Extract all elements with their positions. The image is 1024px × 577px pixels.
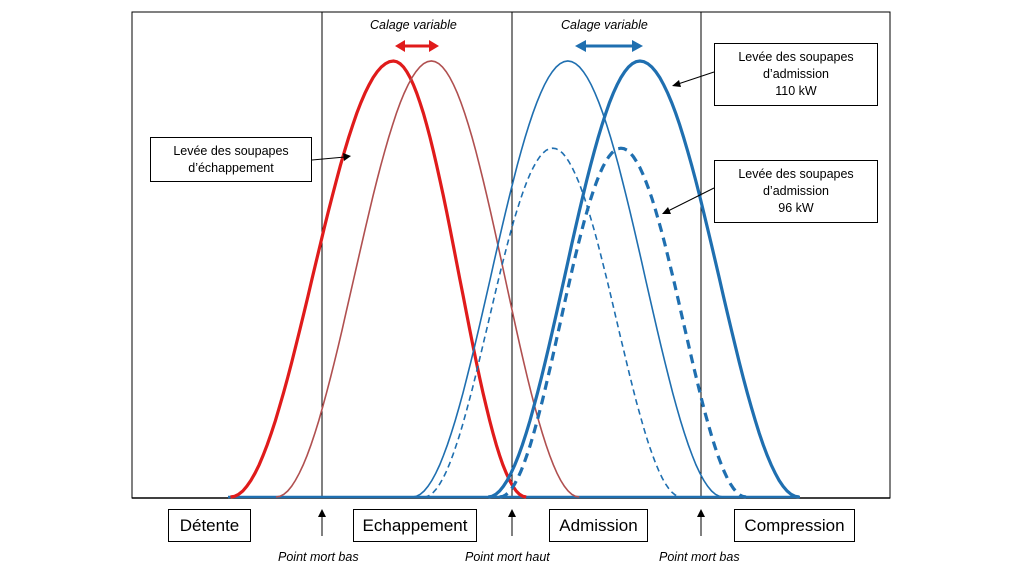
- arrow-pmb-1: [318, 509, 326, 536]
- curve-intake-96-thin: [423, 147, 682, 498]
- label-pmb-1: Point mort bas: [278, 550, 359, 564]
- curve-exhaust-bold: [230, 59, 527, 499]
- intake-96-line-1: Levée des soupapes: [738, 167, 854, 181]
- calage-label-right: Calage variable: [561, 18, 648, 32]
- phase-detente: Détente: [168, 509, 251, 542]
- curve-intake-96-bold: [499, 146, 747, 499]
- label-pmh: Point mort haut: [465, 550, 550, 564]
- intake-96-box: Levée des soupapes d’admission 96 kW: [714, 160, 878, 223]
- calage-label-left: Calage variable: [370, 18, 457, 32]
- arrow-pmb-2: [697, 509, 705, 536]
- phase-admission: Admission: [549, 509, 648, 542]
- curve-intake-thin: [412, 60, 724, 498]
- curve-intake-bold: [488, 59, 800, 499]
- lift-curves: [228, 59, 800, 499]
- intake-96-line-2: d’admission: [762, 184, 829, 198]
- phase-echappement: Echappement: [353, 509, 477, 542]
- intake-110-box: Levée des soupapes d’admission 110 kW: [714, 43, 878, 106]
- pointer-intake-96: [662, 187, 715, 214]
- exhaust-lift-box: Levée des soupapes d’échappement: [150, 137, 312, 182]
- pointer-intake-110: [672, 71, 715, 87]
- intake-96-line-3: 96 kW: [778, 201, 814, 215]
- pointer-exhaust: [311, 153, 351, 161]
- curve-exhaust-thin: [275, 60, 580, 498]
- calage-arrow-right: [575, 40, 643, 52]
- intake-110-line-1: Levée des soupapes: [738, 50, 854, 64]
- exhaust-box-line-1: Levée des soupapes: [173, 143, 289, 158]
- phase-compression: Compression: [734, 509, 855, 542]
- calage-arrow-left: [395, 40, 439, 52]
- intake-110-line-3: 110 kW: [775, 84, 817, 98]
- label-pmb-2: Point mort bas: [659, 550, 740, 564]
- arrow-pmh: [508, 509, 516, 536]
- intake-110-line-2: d’admission: [762, 67, 829, 81]
- exhaust-box-line-2: d’échappement: [188, 160, 274, 175]
